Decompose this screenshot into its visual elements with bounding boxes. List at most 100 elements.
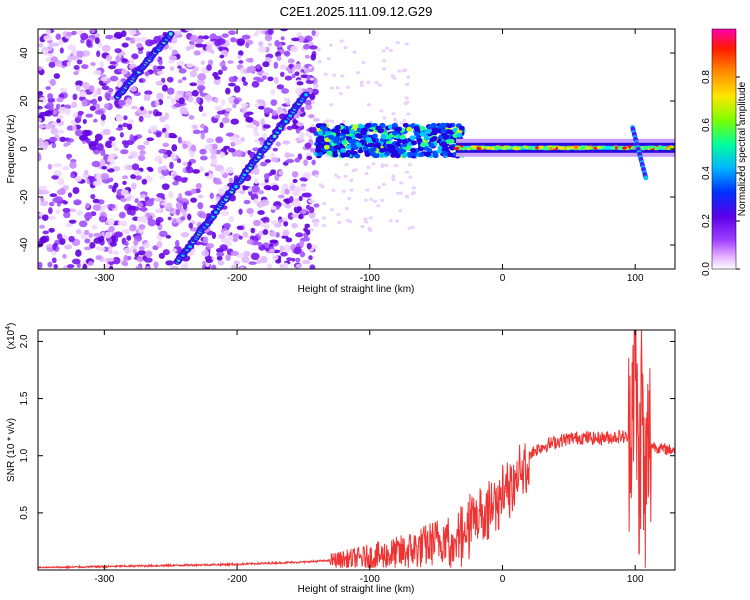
noise-cell: [313, 203, 320, 208]
band-cell: [315, 148, 322, 153]
band-cell: [434, 128, 441, 134]
noise-cell: [220, 210, 230, 217]
noise-cell: [365, 188, 370, 192]
noise-cell: [72, 124, 77, 131]
noise-cell: [304, 223, 311, 229]
snr-multiplier: (x104): [5, 323, 17, 350]
noise-cell: [293, 246, 302, 255]
noise-cell: [298, 213, 303, 220]
noise-cell: [81, 99, 88, 107]
noise-cell: [337, 220, 342, 225]
noise-cell: [180, 208, 185, 215]
noise-cell: [90, 194, 96, 200]
noise-cell: [129, 37, 136, 44]
noise-cell: [153, 261, 159, 269]
noise-cell: [256, 78, 264, 83]
noise-cell: [106, 164, 111, 170]
noise-cell: [222, 172, 228, 179]
noise-cell: [38, 117, 43, 123]
noise-cell: [294, 71, 300, 76]
spectrogram-marks: [38, 29, 675, 269]
band-cell: [441, 150, 448, 156]
noise-cell: [134, 170, 142, 175]
noise-cell: [166, 87, 175, 95]
band-cell: [413, 131, 420, 137]
noise-cell: [345, 218, 350, 222]
noise-cell: [238, 235, 243, 240]
band-cell: [411, 151, 418, 157]
noise-cell: [398, 209, 403, 213]
noise-cell: [161, 165, 168, 171]
noise-cell: [89, 105, 96, 111]
noise-cell: [233, 98, 240, 105]
noise-cell: [195, 38, 204, 43]
noise-cell: [98, 215, 107, 223]
noise-cell: [242, 231, 248, 238]
noise-cell: [54, 196, 63, 203]
band-cell: [365, 122, 372, 128]
noise-cell: [204, 94, 213, 101]
noise-cell: [172, 31, 182, 36]
noise-cell: [406, 75, 411, 79]
noise-cell: [46, 29, 51, 36]
carrier-cell: [640, 147, 646, 151]
noise-cell: [147, 110, 153, 115]
noise-cell: [47, 261, 53, 268]
noise-cell: [78, 220, 88, 228]
snr-multiplier-exp: 4: [5, 326, 12, 330]
band-cell: [319, 125, 326, 131]
carrier-cell: [573, 145, 579, 149]
band-cell: [458, 125, 465, 131]
noise-cell: [103, 154, 108, 162]
noise-cell: [392, 76, 397, 80]
noise-cell: [38, 124, 45, 129]
noise-cell: [100, 247, 106, 252]
noise-cell: [121, 68, 128, 75]
noise-cell: [295, 263, 303, 269]
noise-cell: [270, 89, 276, 95]
snr-series-line: [38, 330, 675, 570]
noise-cell: [320, 185, 325, 189]
noise-cell: [344, 206, 349, 211]
noise-cell: [129, 224, 137, 232]
noise-cell: [219, 122, 224, 129]
noise-cell: [308, 211, 316, 219]
noise-cell: [331, 188, 336, 192]
carrier-cell: [493, 147, 499, 151]
noise-cell: [394, 219, 399, 223]
noise-cell: [120, 197, 127, 203]
noise-cell: [93, 232, 102, 238]
noise-cell: [53, 264, 59, 269]
noise-cell: [147, 218, 157, 227]
noise-cell: [380, 198, 385, 202]
noise-cell: [127, 155, 134, 160]
noise-cell: [107, 203, 116, 209]
noise-cell: [45, 56, 53, 63]
noise-cell: [56, 118, 61, 124]
noise-cell: [122, 175, 129, 180]
band-cell: [367, 142, 374, 148]
noise-cell: [359, 80, 364, 84]
band-cell: [315, 123, 322, 129]
noise-cell: [329, 86, 334, 90]
noise-cell: [276, 84, 284, 90]
noise-cell: [172, 218, 178, 225]
noise-cell: [119, 132, 124, 138]
noise-cell: [47, 163, 53, 170]
noise-cell: [184, 190, 192, 196]
noise-cell: [242, 81, 248, 86]
noise-cell: [198, 194, 204, 199]
noise-cell: [88, 85, 95, 93]
noise-cell: [305, 204, 311, 210]
noise-cell: [38, 140, 45, 147]
noise-cell: [161, 183, 170, 191]
noise-cell: [333, 173, 338, 177]
noise-cell: [366, 165, 371, 169]
noise-cell: [303, 44, 310, 50]
noise-cell: [223, 222, 231, 229]
carrier-cell: [530, 146, 536, 151]
noise-cell: [180, 177, 188, 184]
noise-cell: [411, 186, 416, 190]
noise-cell: [380, 164, 385, 168]
noise-cell: [123, 247, 133, 254]
